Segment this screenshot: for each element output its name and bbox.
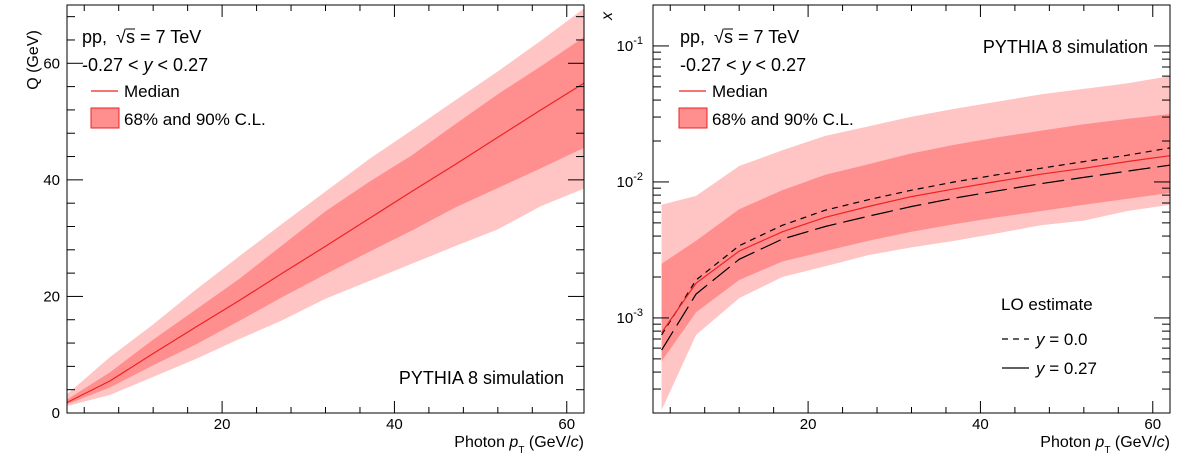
band-68cl xyxy=(661,114,1170,362)
right-chart-panel: 20 40 60 10-3 10-2 10-1 pp, √ s = 7 TeV -0.27… xyxy=(599,4,1171,456)
lo-y027-legend-label: y = 0.27 xyxy=(1035,359,1097,378)
legend-band-label: 68% and 90% C.L. xyxy=(124,110,266,129)
lo-estimate-y0-line xyxy=(661,147,1171,336)
y-tick-label: 40 xyxy=(43,172,60,189)
rapidity-range-label: -0.27 < y < 0.27 xyxy=(82,55,208,75)
x-tick-label: 20 xyxy=(214,416,231,433)
lo-estimate-y027-line xyxy=(661,164,1171,351)
simulation-label: PYTHIA 8 simulation xyxy=(399,368,564,388)
median-line xyxy=(66,82,585,404)
legend-band-swatch xyxy=(678,107,708,129)
y-tick-label: 10-1 xyxy=(617,35,643,55)
y-tick-label: 0 xyxy=(52,405,60,422)
svg-text:s = 7 TeV: s = 7 TeV xyxy=(724,27,799,47)
band-68cl xyxy=(67,37,584,405)
sqrt-symbol: √ xyxy=(116,27,126,47)
legend-median-label: Median xyxy=(712,82,768,101)
lo-y0-legend-label: y = 0.0 xyxy=(1035,330,1088,349)
legend-band-swatch xyxy=(90,107,120,129)
legend-band-label: 68% and 90% C.L. xyxy=(712,110,854,129)
collision-system-label: pp, √ s = 7 TeV xyxy=(82,27,201,47)
lo-estimate-title: LO estimate xyxy=(1001,295,1093,314)
x-axis-title: Photon pT (GeV/c) xyxy=(1040,434,1170,456)
svg-text:s = 7 TeV: s = 7 TeV xyxy=(126,27,201,47)
y-tick-label: 60 xyxy=(43,55,60,72)
svg-text:pp,: pp, xyxy=(82,27,107,47)
x-tick-label: 60 xyxy=(558,416,575,433)
x-tick-label: 40 xyxy=(386,416,403,433)
y-tick-label: 10-3 xyxy=(617,307,643,327)
x-tick-label: 20 xyxy=(800,416,817,433)
y-tick-label: 10-2 xyxy=(617,171,643,191)
left-chart-panel: 20 40 60 0 20 40 60 pp, √ s = 7 TeV -0.27 < y … xyxy=(25,4,585,456)
legend-median-label: Median xyxy=(124,82,180,101)
simulation-label: PYTHIA 8 simulation xyxy=(983,37,1148,57)
x-tick-label: 60 xyxy=(1144,416,1161,433)
collision-system-label: pp, √ s = 7 TeV xyxy=(680,27,799,47)
x-tick-label: 40 xyxy=(972,416,989,433)
rapidity-range-label: -0.27 < y < 0.27 xyxy=(680,55,806,75)
sqrt-symbol: √ xyxy=(714,27,724,47)
y-axis-title: x xyxy=(599,11,616,21)
svg-text:pp,: pp, xyxy=(680,27,705,47)
median-line xyxy=(661,155,1171,333)
band-90cl xyxy=(67,8,584,406)
y-axis-title: Q (GeV) xyxy=(25,30,42,90)
x-axis-title: Photon pT (GeV/c) xyxy=(454,434,584,456)
y-tick-label: 20 xyxy=(43,288,60,305)
